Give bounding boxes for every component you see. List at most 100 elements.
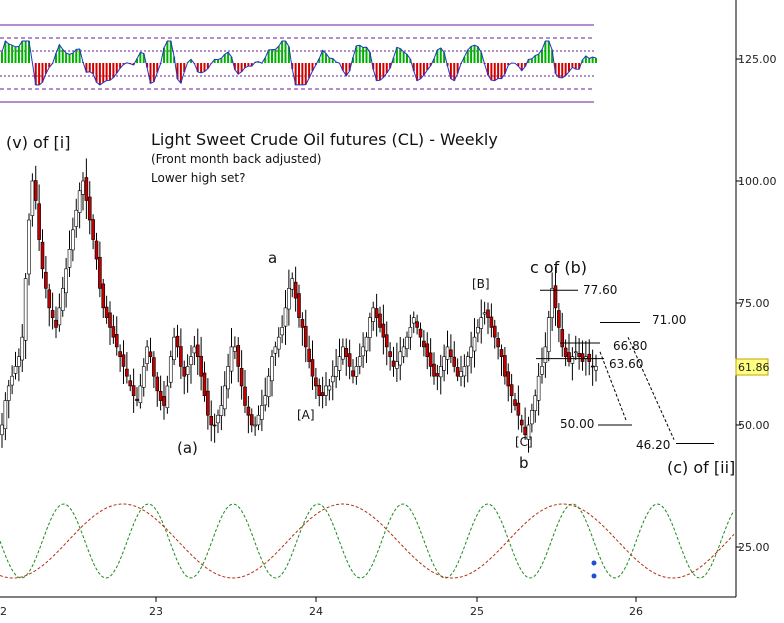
projection-line (627, 336, 675, 440)
candle-body (449, 349, 453, 357)
candle-body (357, 356, 362, 367)
candle-body (472, 336, 477, 352)
candle-body (145, 346, 149, 364)
candle-body (10, 375, 14, 386)
candle-body (330, 375, 335, 383)
candle-body (479, 317, 484, 329)
candle-body (67, 249, 72, 268)
x-tick-label: 23 (149, 605, 163, 618)
candle-body (482, 312, 487, 315)
candle-body (567, 352, 571, 362)
candle-body (560, 329, 565, 348)
candle-body (307, 348, 311, 362)
candle-body (77, 190, 82, 213)
wave-label: [B] (472, 277, 490, 291)
chart-note: Lower high set? (151, 171, 245, 185)
candle-body (162, 396, 166, 406)
candle-body (320, 392, 325, 397)
candle-body (415, 321, 419, 328)
candle-body (442, 356, 446, 371)
candle-body (503, 355, 507, 377)
candle-body (182, 366, 187, 377)
x-tick-label: 24 (309, 605, 323, 618)
candle-body (553, 285, 558, 309)
candle-body (47, 289, 52, 309)
y-axis: 125.00 100.00 75.00 50.00 25.00 61.86 (735, 0, 777, 597)
candle-body (27, 219, 31, 275)
cycle-panel (0, 503, 735, 579)
last-price-badge (735, 358, 769, 376)
y-tick-label: 75.00 (738, 297, 770, 310)
candle-body (594, 366, 598, 371)
candle-body (155, 376, 160, 392)
candle-body (44, 271, 48, 289)
candle-body (283, 307, 288, 327)
candle-body (30, 180, 35, 216)
candle-body (523, 426, 527, 436)
candle-body (344, 348, 349, 357)
candle-body (158, 391, 163, 401)
candle-body (327, 385, 332, 391)
candle-body (229, 346, 234, 372)
candle-body (422, 340, 426, 348)
candle-body (165, 385, 170, 409)
candle-body (108, 312, 112, 328)
candle-body (40, 241, 45, 270)
candle-body (226, 366, 230, 390)
candle-body (526, 424, 531, 440)
candle-body (459, 371, 463, 377)
candle-body (391, 360, 396, 367)
candle-body (57, 307, 62, 326)
candle-body (303, 325, 308, 348)
wave-label: (v) of [i] (6, 133, 70, 152)
candle-body (587, 353, 592, 362)
candle-body (395, 361, 399, 369)
last-price-label: 61.86 (738, 361, 770, 374)
candle-body (573, 351, 578, 354)
candle-body (189, 356, 193, 366)
candle-body (354, 366, 359, 377)
candle-body (280, 327, 284, 336)
candle-body (425, 343, 430, 357)
candle-body (23, 278, 28, 341)
candle-body (341, 346, 345, 360)
candle-body (418, 328, 423, 338)
candle-body (486, 309, 490, 318)
candle-body (266, 375, 271, 397)
wave-label: b (519, 454, 529, 472)
candle-body (206, 390, 210, 416)
candle-body (590, 365, 595, 368)
cycle-marker-lower (591, 573, 597, 579)
candle-body (452, 356, 457, 367)
candle-body (546, 317, 551, 352)
candle-body (533, 395, 538, 411)
candle-body (128, 380, 133, 387)
candle-body (98, 256, 102, 289)
y-tick-label: 25.00 (738, 541, 770, 554)
candle-body (499, 349, 504, 357)
candle-body (71, 229, 75, 251)
candle-body (364, 336, 369, 352)
candle-body (489, 316, 494, 328)
candle-body (104, 306, 109, 318)
candle-body (543, 346, 548, 364)
candle-body (293, 281, 298, 299)
candle-body (550, 288, 554, 318)
candle-body (314, 377, 318, 387)
wave-label: [C] (515, 435, 533, 449)
wave-label: [A] (297, 408, 315, 422)
candle-body (536, 375, 541, 401)
candle-body (256, 414, 261, 426)
candle-body (435, 373, 440, 377)
x-tick-label: 2 (0, 605, 7, 618)
candle-body (64, 268, 68, 294)
candle-body (351, 370, 355, 377)
candle-body (290, 278, 295, 290)
candle-body (17, 356, 21, 367)
candle-body (20, 336, 25, 361)
candle-body (563, 347, 568, 357)
candle-body (74, 209, 79, 227)
candle-body (6, 385, 11, 401)
level-label: 77.60 (583, 283, 617, 297)
candle-body (33, 180, 38, 201)
